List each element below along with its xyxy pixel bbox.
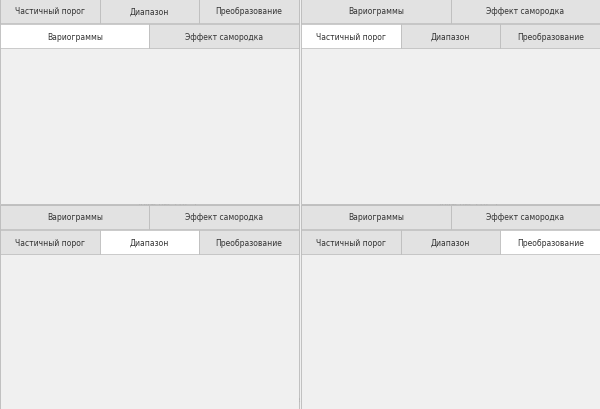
X-axis label: Значение (10⁻¹): Значение (10⁻¹)	[136, 199, 196, 206]
X-axis label: Набор данных: Набор данных	[440, 403, 494, 409]
X-axis label: Значение (10⁻¹): Значение (10⁻¹)	[437, 199, 497, 206]
Text: Моделирования при: Моделирования при	[437, 253, 514, 259]
Text: Эффект самородка: Эффект самородка	[185, 33, 263, 42]
Text: (2583363, -2920350): (2583363, -2920350)	[219, 47, 296, 54]
Y-axis label: Плотность (10⁻⁷): Плотность (10⁻⁷)	[6, 294, 15, 362]
Text: Вариограммы: Вариограммы	[348, 213, 404, 222]
Text: Частичный порог: Частичный порог	[316, 238, 386, 247]
Text: (2583363, -2920350): (2583363, -2920350)	[520, 252, 598, 259]
Y-axis label: Плотность (10⁻²): Плотность (10⁻²)	[307, 294, 316, 362]
Y-axis label: Плотность: Плотность	[307, 102, 316, 144]
Text: Вариограммы: Вариограммы	[348, 7, 404, 16]
Text: Вариограммы: Вариограммы	[47, 213, 103, 222]
Text: Эффект самородка: Эффект самородка	[486, 7, 565, 16]
Text: Диапазон: Диапазон	[431, 238, 470, 247]
Text: Преобразование: Преобразование	[517, 238, 584, 247]
Y-axis label: Плотность: Плотность	[6, 102, 15, 144]
Text: Диапазон: Диапазон	[130, 7, 169, 16]
Text: Диапазон: Диапазон	[130, 238, 169, 247]
Text: Моделирования при: Моделирования при	[437, 47, 514, 54]
Text: Диапазон: Диапазон	[431, 33, 470, 42]
Text: Преобразование: Преобразование	[215, 238, 283, 247]
X-axis label: Значение (10⁶): Значение (10⁶)	[137, 403, 194, 409]
Text: Преобразование: Преобразование	[215, 7, 283, 16]
Text: Частичный порог: Частичный порог	[15, 7, 85, 16]
Text: Преобразование: Преобразование	[517, 33, 584, 42]
Text: Эффект самородка: Эффект самородка	[486, 213, 565, 222]
Text: Частичный порог: Частичный порог	[316, 33, 386, 42]
Text: Эффект самородка: Эффект самородка	[185, 213, 263, 222]
Text: Вариограммы: Вариограммы	[47, 33, 103, 42]
Text: (2583363, -2920350): (2583363, -2920350)	[520, 47, 598, 54]
Text: Частичный порог: Частичный порог	[15, 238, 85, 247]
Text: Моделирования при: Моделирования при	[136, 47, 213, 54]
Text: Моделирования при: Моделирования при	[136, 253, 213, 259]
Text: (2583363, -2920350): (2583363, -2920350)	[219, 252, 296, 259]
